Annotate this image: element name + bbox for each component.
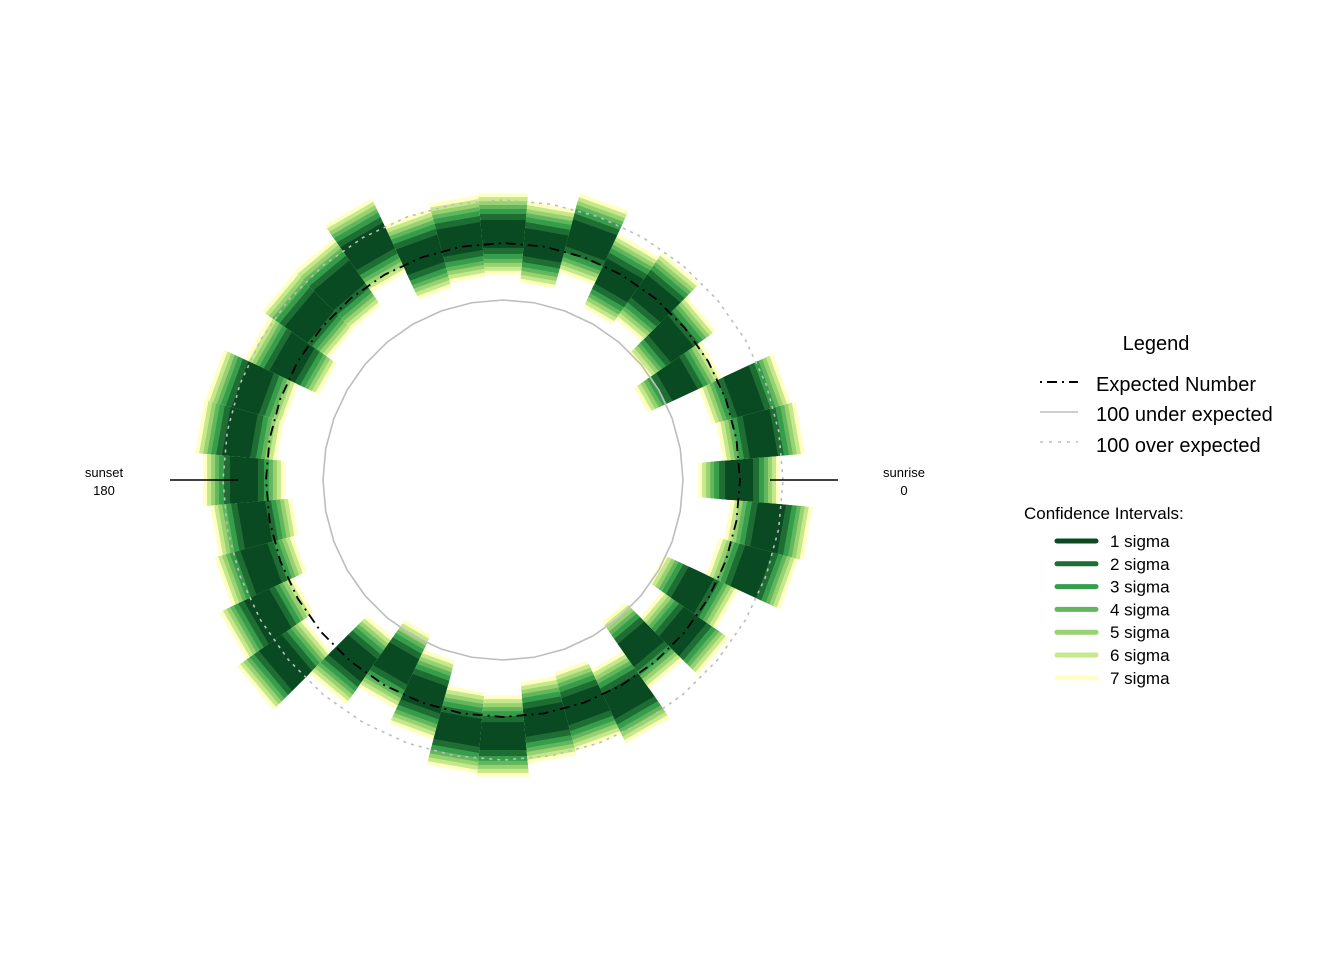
- band-sector-230-sigma-1: [328, 634, 378, 683]
- under-expected-ring: [322, 299, 684, 661]
- band-sector-80-sigma-1: [522, 227, 569, 263]
- band-sector-10-sigma-1: [742, 408, 778, 459]
- band-sector-70-sigma-1: [565, 219, 618, 261]
- band-sector-60-sigma-1: [594, 257, 644, 303]
- band-sector-160-sigma-1: [231, 361, 274, 415]
- band-sector-130-sigma-1: [313, 260, 366, 311]
- band-sector-330-sigma-1: [670, 566, 715, 614]
- band-sector-280-sigma-1: [523, 702, 570, 738]
- ci-legend-label-6: 6 sigma: [1110, 646, 1170, 665]
- band-sector-350-sigma-1: [750, 502, 786, 554]
- band-sector-200-sigma-1: [240, 543, 282, 595]
- band-sector-260-sigma-1: [433, 711, 483, 747]
- band-sector-250-sigma-1: [400, 673, 448, 714]
- band-sector-140-sigma-1: [284, 291, 334, 343]
- band-sector-320-sigma-1: [659, 606, 707, 657]
- legend-label-over: 100 over expected: [1096, 435, 1261, 457]
- band-sector-290-sigma-1: [561, 684, 611, 726]
- sunrise-label: sunrise: [883, 465, 925, 480]
- band-sector-180-sigma-1: [230, 456, 258, 504]
- band-sector-150-sigma-1: [269, 332, 315, 383]
- band-sector-220-sigma-1: [258, 634, 313, 691]
- sunrise-angle-label: 0: [900, 483, 907, 498]
- ci-legend-label-1: 1 sigma: [1110, 532, 1170, 551]
- ci-legend-label-2: 2 sigma: [1110, 555, 1170, 574]
- ci-legend-label-3: 3 sigma: [1110, 578, 1170, 597]
- over-expected-ring: [222, 199, 784, 761]
- ci-legend: Confidence Intervals: 1 sigma 2 sigma 3 si…: [1024, 504, 1184, 688]
- ci-legend-label-7: 7 sigma: [1110, 669, 1170, 688]
- band-sector-190-sigma-1: [237, 500, 273, 550]
- legend-label-expected: Expected Number: [1096, 374, 1256, 396]
- band-sector-310-sigma-1: [617, 621, 665, 667]
- band-sector-210-sigma-1: [243, 589, 292, 645]
- sunset-angle-label: 180: [93, 483, 115, 498]
- ci-legend-label-4: 4 sigma: [1110, 600, 1170, 619]
- legend-label-under: 100 under expected: [1096, 404, 1273, 426]
- legend: Legend Expected Number 100 under expecte…: [1040, 333, 1273, 457]
- band-sector-240-sigma-1: [373, 642, 420, 685]
- band-sector-90-sigma-1: [480, 219, 526, 248]
- band-sector-120-sigma-1: [340, 222, 395, 271]
- sunset-label: sunset: [85, 465, 124, 480]
- band-sector-0-sigma-1: [725, 458, 754, 502]
- band-sector-340-sigma-1: [730, 544, 773, 598]
- ci-legend-title: Confidence Intervals:: [1024, 504, 1184, 523]
- band-sector-40-sigma-1: [647, 315, 694, 363]
- band-sector-110-sigma-1: [395, 234, 445, 276]
- band-sector-30-sigma-1: [656, 356, 698, 401]
- expected-ring: [265, 242, 741, 718]
- band-sector-100-sigma-1: [435, 221, 483, 257]
- legend-title: Legend: [1123, 333, 1190, 355]
- reference-lines: [222, 199, 784, 761]
- band-sector-270-sigma-1: [479, 722, 527, 750]
- band-sector-300-sigma-1: [602, 673, 655, 720]
- ci-legend-label-5: 5 sigma: [1110, 623, 1170, 642]
- confidence-bands: [195, 193, 813, 777]
- band-sector-20-sigma-1: [723, 365, 765, 418]
